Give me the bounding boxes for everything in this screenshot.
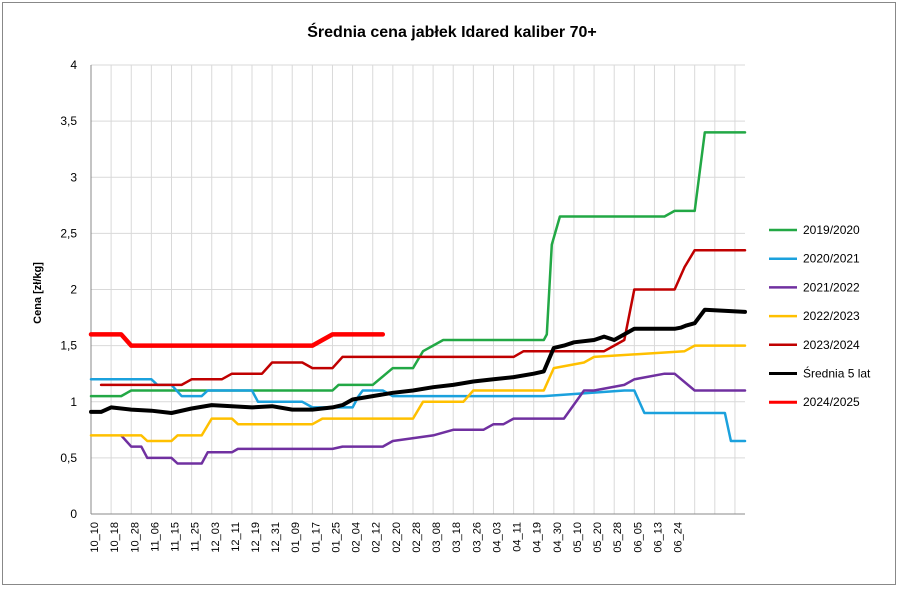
- x-tick-label: 03_08: [431, 522, 443, 553]
- x-tick-label: 12_11: [230, 522, 242, 552]
- x-tick-label: 10_28: [129, 522, 141, 553]
- x-tick-label: 04_11: [512, 522, 524, 552]
- x-tick-label: 03_18: [451, 522, 463, 553]
- x-tick-label: 06_13: [652, 522, 664, 553]
- x-tick-label: 02_20: [391, 522, 403, 553]
- x-tick-label: 01_09: [290, 522, 302, 553]
- series-line-2019-2020: [89, 131, 747, 398]
- x-tick-label: 12_03: [210, 522, 222, 553]
- legend-label: 2020/2021: [803, 252, 860, 266]
- x-tick-label: 11_15: [170, 522, 182, 552]
- line-chart: Średnia cena jabłek Idared kaliber 70+ 0…: [32, 22, 871, 553]
- y-tick-label: 1: [70, 395, 77, 409]
- y-tick-label: 0: [70, 507, 77, 521]
- x-tick-label: 02_04: [351, 522, 363, 553]
- x-tick-label: 05_28: [612, 522, 624, 553]
- series-lines: [88, 131, 747, 465]
- legend-label: 2023/2024: [803, 338, 860, 352]
- x-tick-label: 05_20: [592, 522, 604, 553]
- x-tick-label: 10_18: [109, 522, 121, 553]
- y-tick-label: 2: [70, 283, 77, 297]
- legend-label: 2019/2020: [803, 223, 860, 237]
- x-tick-label: 01_25: [330, 522, 342, 553]
- legend: 2019/2020 2020/2021 2021/2022 2022/2023 2023…: [769, 223, 871, 409]
- x-tick-label: 12_31: [270, 522, 282, 553]
- x-tick-label: 05_10: [572, 522, 584, 553]
- series-line-2021-2022: [119, 372, 747, 465]
- chart-title: Średnia cena jabłek Idared kaliber 70+: [307, 22, 596, 41]
- x-tick-label: 10_10: [89, 522, 101, 553]
- series-line-rednia-5-lat: [89, 307, 747, 415]
- y-tick-label: 4: [70, 58, 77, 72]
- x-tick-label: 04_19: [532, 522, 544, 553]
- x-axis: 10_10 10_18 10_28 11_06 11_15 11_25 12_03 12_11…: [89, 522, 685, 553]
- legend-label: 2022/2023: [803, 309, 860, 323]
- y-tick-label: 2,5: [60, 226, 77, 240]
- x-tick-label: 06_24: [673, 522, 685, 553]
- y-tick-label: 1,5: [60, 339, 77, 353]
- series-line-2020-2021: [89, 378, 747, 443]
- y-axis-label: Cena [zł/kg]: [32, 262, 44, 324]
- x-tick-label: 04_30: [552, 522, 564, 553]
- x-tick-label: 02_12: [371, 522, 383, 553]
- x-tick-label: 01_17: [310, 522, 322, 553]
- y-tick-label: 3,5: [60, 114, 77, 128]
- series-line-2023-2024: [99, 248, 747, 387]
- y-tick-label: 3: [70, 170, 77, 184]
- x-tick-label: 02_28: [411, 522, 423, 553]
- series-line-2022-2023: [89, 344, 747, 443]
- legend-label: 2021/2022: [803, 280, 860, 294]
- chart-frame: Średnia cena jabłek Idared kaliber 70+ 0…: [2, 2, 896, 585]
- x-tick-label: 04_03: [491, 522, 503, 553]
- x-tick-label: 12_19: [250, 522, 262, 553]
- y-axis: 0 0,5 1 1,5 2 2,5 3 3,5 4: [60, 58, 77, 521]
- y-tick-label: 0,5: [60, 451, 77, 465]
- grid-lines: [90, 64, 745, 515]
- x-tick-label: 03_26: [471, 522, 483, 553]
- series-line-2024-2025: [88, 332, 386, 348]
- x-tick-label: 06_05: [632, 522, 644, 553]
- x-tick-label: 11_25: [190, 522, 202, 552]
- x-tick-label: 11_06: [149, 522, 161, 552]
- legend-label: 2024/2025: [803, 395, 860, 409]
- plot-area: [90, 65, 745, 515]
- legend-label: Średnia 5 lat: [803, 366, 871, 381]
